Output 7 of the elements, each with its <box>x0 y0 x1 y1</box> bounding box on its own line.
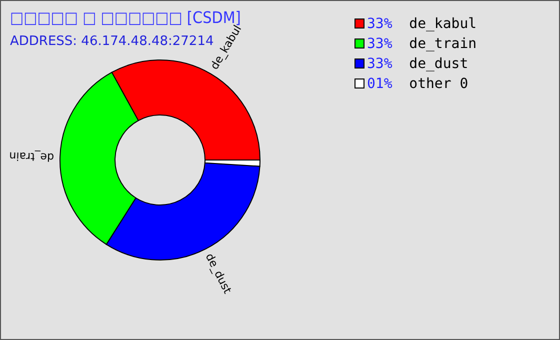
text: ADDRESS: 46.174.48.48:27214 <box>10 34 214 49</box>
legend-label: 01% other 0 <box>367 76 468 92</box>
text: 33% de_dust <box>367 56 468 72</box>
chart-title: □□□□□ □ □□□□□□ [CSDM] <box>10 8 241 27</box>
text: 33% de_kabul <box>367 16 477 32</box>
text: 33% de_train <box>367 36 477 52</box>
slice-label: de_train <box>8 149 54 164</box>
